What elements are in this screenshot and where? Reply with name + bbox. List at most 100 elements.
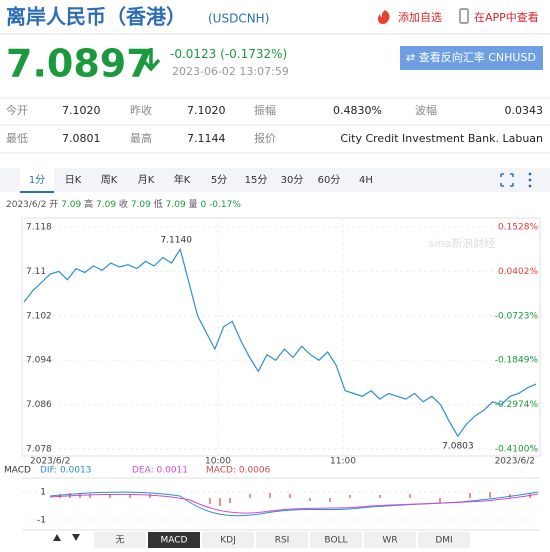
y2-tick-label: -0.4100% — [495, 445, 539, 455]
reverse-button-label: ⇄ 查看反向汇率 CNHUSD — [406, 50, 536, 64]
price: 7.0897 — [6, 42, 153, 86]
tab[interactable]: 年K — [174, 173, 191, 186]
tab[interactable]: 月K — [138, 174, 155, 186]
bottom-tab[interactable] — [256, 532, 308, 548]
stat-value: 7.0801 — [62, 132, 101, 145]
title: 离岸人民币（香港） — [6, 5, 186, 29]
fullscreen-icon[interactable] — [500, 173, 514, 187]
down-arrow — [141, 48, 161, 72]
info-value: 0 — [200, 200, 206, 210]
code: (USDCNH) — [208, 12, 269, 26]
change: -0.0123 (-0.1732%) — [170, 47, 287, 61]
bottom-tab-label: BOLL — [324, 536, 347, 546]
change-pct: (-0.1732%) — [220, 47, 287, 61]
stat-value: 7.1144 — [187, 132, 226, 145]
stat-label: 昨收 — [130, 103, 152, 117]
bottom-tab[interactable] — [202, 532, 254, 548]
app-link[interactable]: 在APP中查看 — [474, 10, 539, 24]
stat-value: 0.0343 — [505, 104, 544, 117]
bottom-tabs: 无 MACD KDJ RSI BOLL WR DMI — [53, 532, 470, 548]
macd-name: MACD — [4, 466, 31, 476]
tab[interactable]: 15分 — [245, 174, 268, 186]
stat-label: 最低 — [6, 132, 28, 145]
y-tick-label: 7.078 — [26, 445, 52, 455]
y2-tick-label: -0.0723% — [495, 311, 539, 321]
macd-panel: MACD DIF: 0.0013 DEA: 0.0011 MACD: 0.000… — [4, 466, 540, 548]
y2-tick-label: -0.1849% — [495, 356, 539, 366]
dif-line — [49, 491, 539, 517]
info-value: 7.09 — [166, 200, 186, 210]
info-value: 7.09 — [61, 200, 81, 210]
stat-label: 今开 — [6, 103, 28, 117]
bottom-tab-label: KDJ — [220, 536, 236, 546]
tab[interactable]: 60分 — [318, 174, 341, 186]
stat-label: 波幅 — [415, 104, 437, 117]
fire-icon — [378, 10, 390, 24]
stat-value: 7.1020 — [62, 104, 101, 117]
y2-tick-label: 0.1528% — [498, 223, 538, 233]
x-tick-label: 2023/6/2 — [30, 457, 70, 467]
dea-line — [49, 493, 539, 514]
y-tick-label: 7.102 — [26, 311, 52, 321]
bottom-tab-label: RSI — [275, 536, 290, 546]
x-tick-label: 11:00 — [330, 457, 356, 467]
macd-dea: DEA: 0.0011 — [132, 466, 188, 476]
reverse-button[interactable] — [400, 46, 543, 70]
x-tick-label: 2023/6/2 — [495, 457, 535, 467]
tab[interactable]: 周K — [101, 174, 118, 186]
macd-tick: 1 — [40, 488, 46, 498]
x-tick-label: 10:00 — [205, 457, 231, 467]
macd-dif: DIF: 0.0013 — [40, 466, 91, 476]
bottom-tab[interactable] — [418, 532, 470, 548]
bottom-tab-label: MACD — [161, 536, 188, 546]
y-tick-label: 7.086 — [26, 400, 52, 410]
bottom-tab-label: WR — [382, 536, 397, 546]
info-date: 2023/6/2 — [6, 200, 46, 210]
y2-tick-label: 0.0402% — [498, 267, 538, 277]
info-key: 开 — [49, 199, 58, 210]
active-tab — [20, 168, 54, 192]
tab[interactable]: 4H — [359, 175, 373, 186]
add-fav[interactable]: 添加自选 — [398, 10, 442, 24]
bottom-tab-label: 无 — [115, 535, 124, 546]
info-line: 2023/6/2 开 7.09 高 7.09 收 7.09 低 7.09 量 0… — [6, 198, 241, 210]
info-key: 收 — [119, 198, 128, 210]
y-tick-label: 7.094 — [26, 356, 52, 366]
phone-icon — [459, 8, 469, 24]
tab[interactable]: 30分 — [281, 174, 304, 186]
bottom-tab[interactable] — [310, 532, 362, 548]
tab[interactable]: 5分 — [211, 174, 227, 186]
info-key: 量 — [189, 199, 198, 210]
stat-label: 振幅 — [254, 103, 276, 117]
stat-label: 报价 — [254, 131, 276, 145]
stats: 今开 7.1020 昨收 7.1020 振幅 0.4830% 波幅 0.0343 最低 7.080… — [0, 97, 550, 154]
plot-frame — [21, 217, 541, 457]
y-tick-label: 7.118 — [26, 223, 52, 233]
info-key: 低 — [154, 198, 163, 210]
info-key: 高 — [84, 198, 93, 210]
tab-bar — [0, 168, 550, 192]
macd-macd: MACD: 0.0006 — [206, 466, 271, 476]
more-icon[interactable] — [528, 172, 532, 188]
bottom-tab[interactable] — [94, 532, 146, 548]
stat-value: 0.4830% — [333, 104, 382, 117]
watermark: sina新浪财经 — [429, 236, 496, 250]
tab[interactable]: 1分 — [29, 174, 45, 186]
bottom-tab[interactable] — [148, 532, 200, 548]
y-tick-label: 7.11 — [26, 267, 46, 277]
chart: sina新浪财经 7.078 7.086 7.094 7.102 7.11 7.118 0.1… — [21, 217, 541, 467]
info-pct: -0.17% — [209, 200, 241, 210]
info-value: 7.09 — [131, 200, 151, 210]
bottom-tab[interactable] — [364, 532, 416, 548]
tab[interactable]: 日K — [65, 175, 82, 186]
macd-bars — [59, 492, 531, 506]
stat-value: City Credit Investment Bank. Labuan — [340, 132, 543, 145]
bottom-tab-label: DMI — [435, 536, 452, 546]
macd-tick: -1 — [37, 516, 46, 526]
min-label: 7.0803 — [442, 442, 474, 452]
next-button[interactable] — [72, 534, 80, 541]
price-line — [23, 247, 537, 438]
y2-tick-label: -0.2974% — [495, 400, 539, 410]
prev-button[interactable] — [53, 534, 61, 541]
stat-value: 7.1020 — [187, 104, 226, 117]
